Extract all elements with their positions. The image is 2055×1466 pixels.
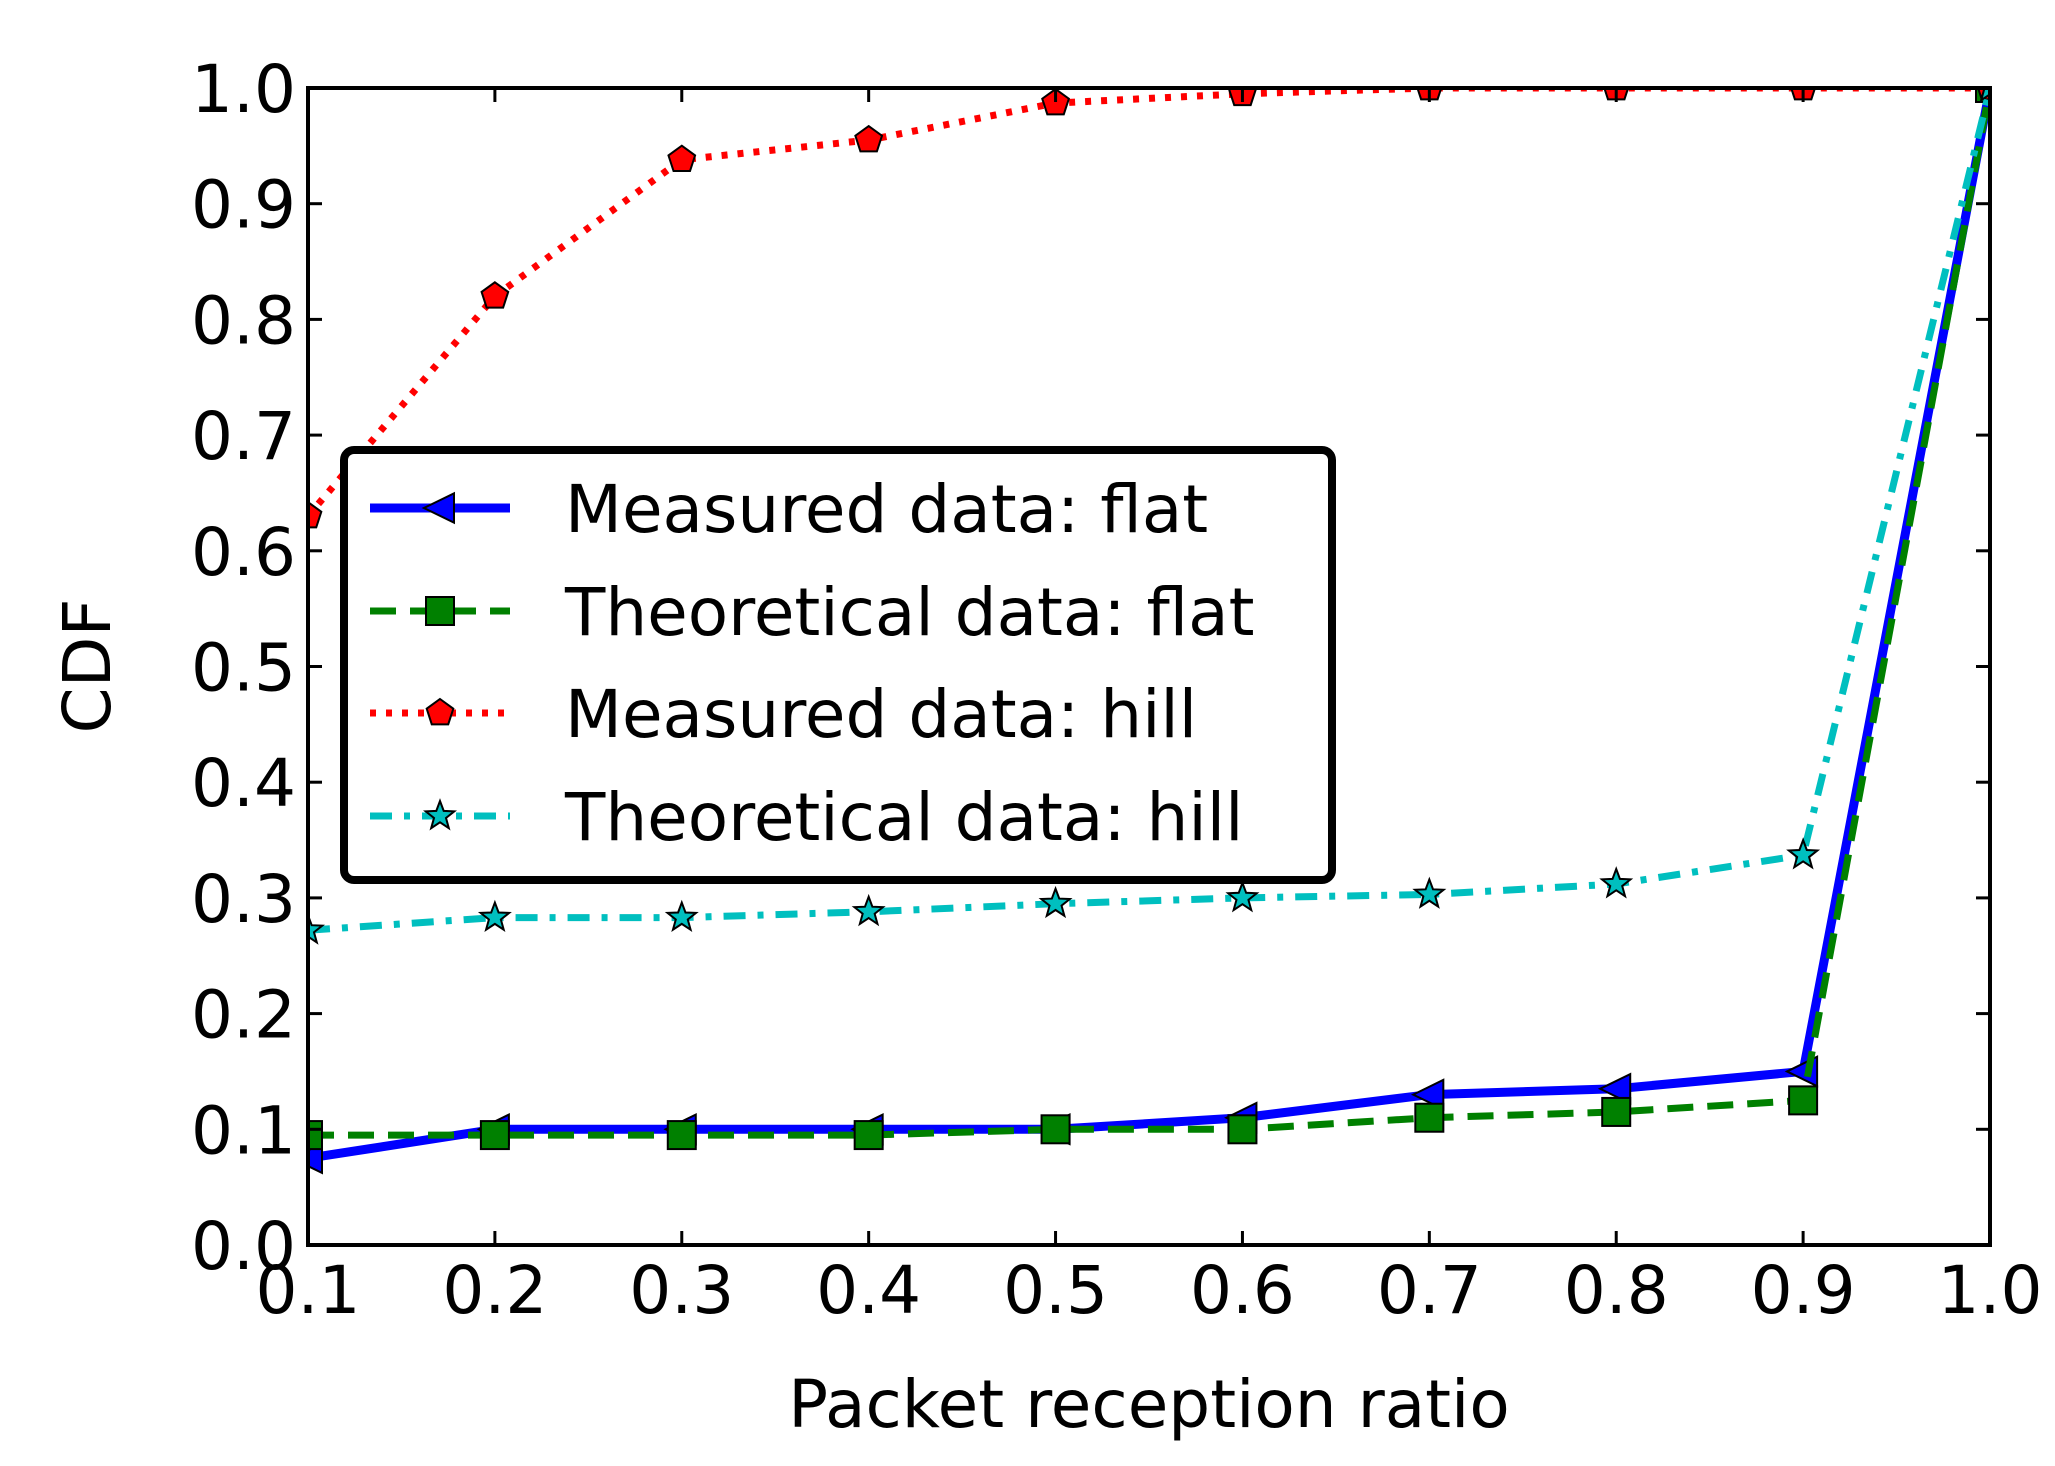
data-point <box>308 500 323 529</box>
x-tick-label: 1.0 <box>1938 1252 2043 1329</box>
legend-marker <box>425 697 455 726</box>
data-point <box>851 893 886 927</box>
data-point <box>1414 1102 1445 1133</box>
x-tick-label: 0.7 <box>1377 1252 1482 1329</box>
y-tick-label: 0.2 <box>191 977 296 1054</box>
y-axis-title: CDF <box>49 599 126 734</box>
data-point <box>1227 1114 1258 1145</box>
legend-entry: Theoretical data: flat <box>370 574 1254 651</box>
y-tick-label: 0.0 <box>191 1208 296 1285</box>
data-point <box>480 281 510 309</box>
data-point <box>1225 880 1260 913</box>
y-tick-label: 0.9 <box>191 167 296 244</box>
series-line <box>308 88 1990 934</box>
y-tick-label: 0.1 <box>191 1092 296 1169</box>
legend-box <box>340 446 1336 884</box>
data-point <box>1788 1085 1819 1116</box>
data-point <box>1038 885 1073 919</box>
data-point <box>1979 88 1990 103</box>
data-point <box>308 912 325 945</box>
legend-label: Measured data: hill <box>565 676 1197 753</box>
tick-label-layer: 0.1 0.2 0.3 0.4 0.5 0.6 0.7 0.8 0.9 1.00.00.10.20… <box>191 51 2042 1329</box>
data-point <box>854 124 884 153</box>
legend-marker <box>423 798 457 831</box>
data-point <box>308 1141 323 1175</box>
series-line <box>308 88 1990 519</box>
legend-label: Measured data: flat <box>565 471 1208 548</box>
x-tick-label: 0.4 <box>816 1252 921 1329</box>
legend: Measured data: flat Theoretical data: fla… <box>340 446 1336 884</box>
data-point <box>1412 876 1447 909</box>
series-line <box>308 88 1990 1163</box>
data-point <box>1786 837 1821 870</box>
x-tick-label: 0.9 <box>1751 1252 1856 1329</box>
y-tick-label: 0.4 <box>191 745 296 822</box>
y-tick-label: 0.5 <box>191 630 296 707</box>
legend-entry: Theoretical data: hill <box>370 779 1243 856</box>
series-line <box>308 88 1990 1139</box>
x-tick-label: 0.6 <box>1190 1252 1295 1329</box>
legend-marker <box>425 596 455 626</box>
data-point <box>664 899 699 933</box>
legend-marker <box>421 491 455 525</box>
data-point <box>479 1120 510 1151</box>
y-tick-label: 0.3 <box>191 861 296 938</box>
legend-label: Theoretical data: flat <box>564 574 1254 651</box>
data-point <box>1597 1072 1632 1106</box>
data-point <box>1599 866 1634 899</box>
x-tick-label: 0.5 <box>1003 1252 1108 1329</box>
x-tick-label: 0.1 <box>256 1252 361 1329</box>
y-tick-label: 0.8 <box>191 282 296 359</box>
series-3 <box>308 88 1990 945</box>
x-tick-label: 0.3 <box>629 1252 734 1329</box>
x-tick-label: 0.2 <box>442 1252 547 1329</box>
data-point <box>853 1120 884 1151</box>
data-point <box>666 1120 697 1151</box>
legend-entry: Measured data: hill <box>370 676 1197 753</box>
data-point <box>477 899 512 933</box>
data-point <box>1601 1096 1632 1127</box>
y-tick-label: 0.6 <box>191 514 296 591</box>
plot-frame <box>306 86 1992 1247</box>
data-point <box>1410 1078 1445 1111</box>
x-axis-title: Packet reception ratio <box>788 1366 1510 1443</box>
data-point <box>667 144 697 173</box>
legend-entry: Measured data: flat <box>370 471 1208 548</box>
data-point <box>1040 1114 1071 1145</box>
y-tick-label: 1.0 <box>191 51 296 128</box>
x-tick-label: 0.8 <box>1564 1252 1669 1329</box>
y-tick-label: 0.7 <box>191 398 296 475</box>
legend-label: Theoretical data: hill <box>564 779 1243 856</box>
